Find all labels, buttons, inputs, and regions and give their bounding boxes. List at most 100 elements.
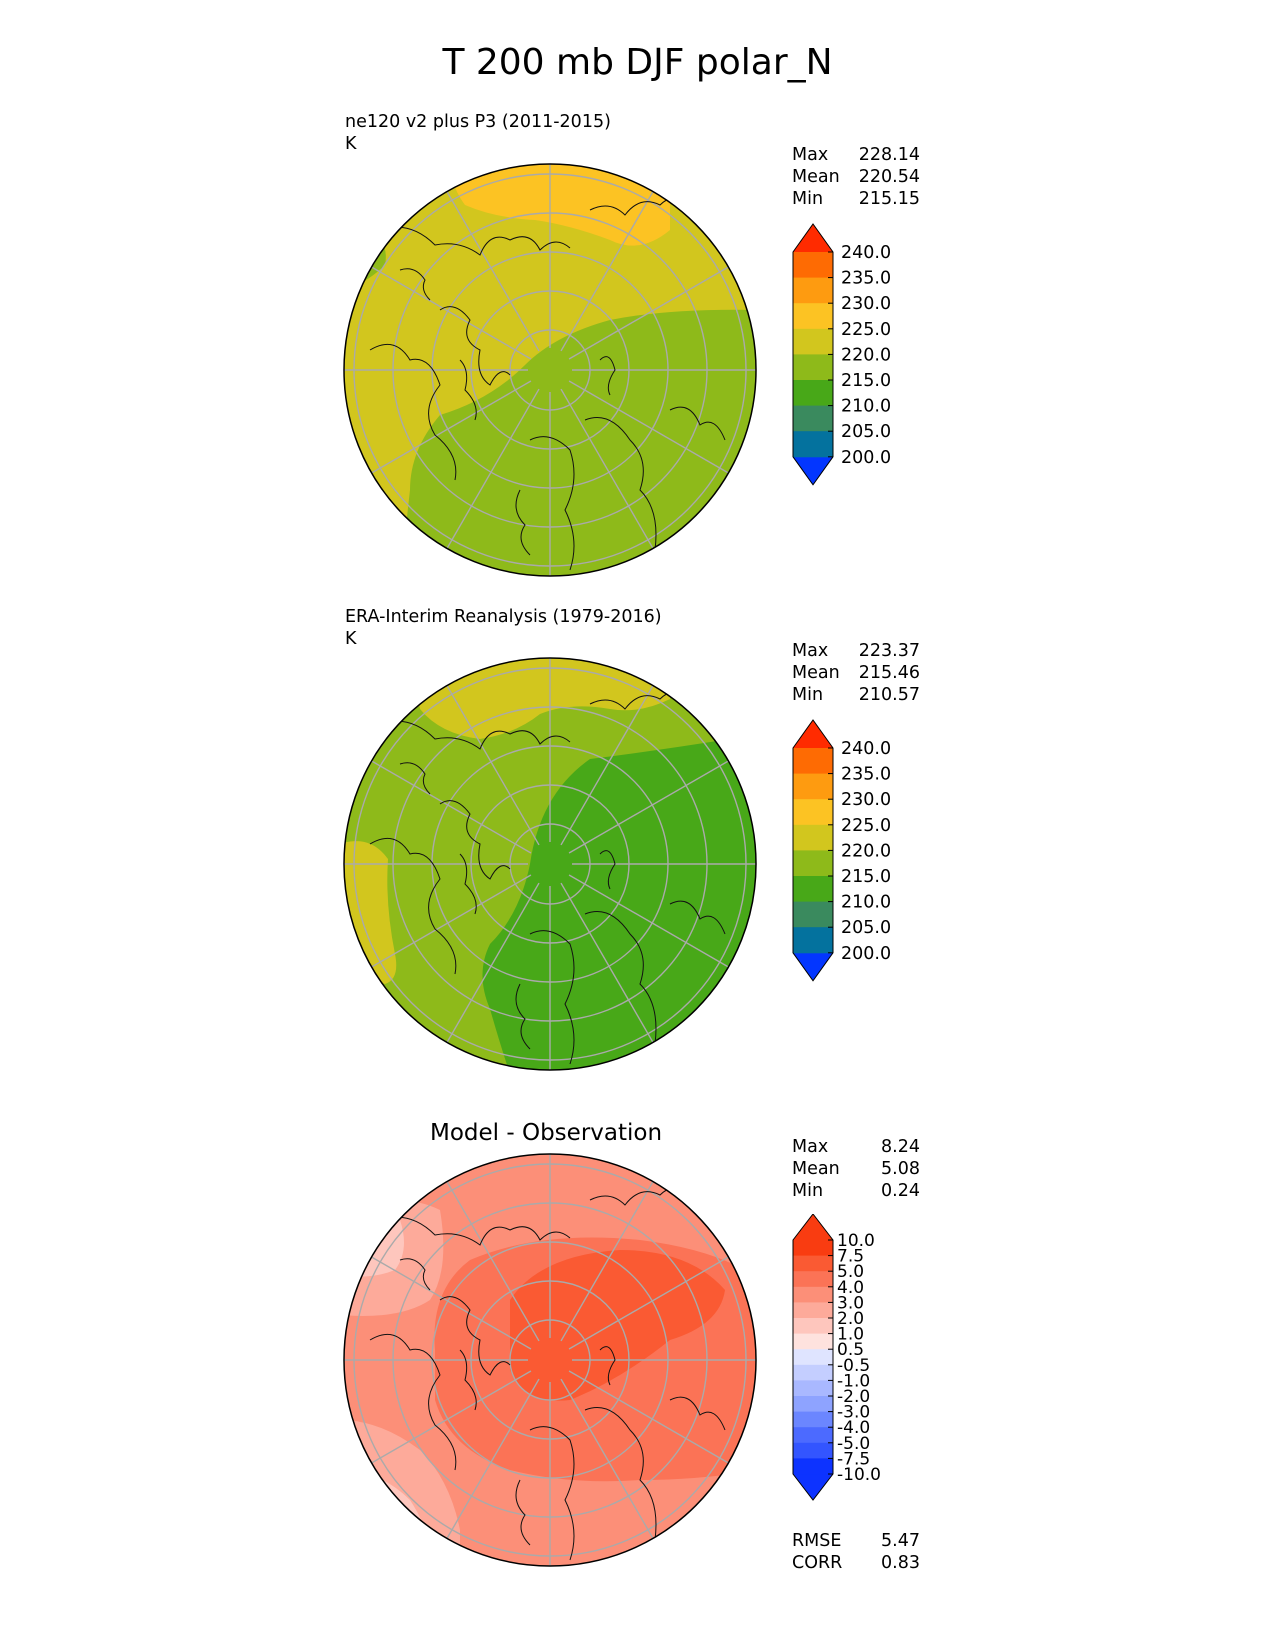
coastline — [459, 853, 477, 915]
panel3-min-label: Min — [792, 1181, 824, 1201]
colorbar-tick-label: 220.0 — [841, 841, 891, 861]
meridian-line — [441, 388, 540, 557]
meridian-line — [568, 261, 737, 360]
coastline — [399, 762, 431, 795]
colorbar-segment — [793, 1271, 833, 1288]
meridian-line — [568, 380, 737, 479]
coastline — [669, 1396, 726, 1431]
colorbar-segment — [793, 1302, 833, 1319]
figure-title: T 200 mb DJF polar_N — [442, 42, 833, 83]
coastline — [584, 1407, 657, 1541]
coastline — [439, 306, 511, 386]
panel2-region-210-215 — [482, 734, 756, 1070]
meridian-line — [441, 882, 540, 1051]
coastline — [369, 343, 457, 481]
colorbar-segment — [793, 1442, 833, 1459]
coastline — [379, 1216, 571, 1246]
colorbar-tick-label: 10.0 — [837, 1231, 875, 1251]
coastline — [669, 900, 726, 935]
colorbar-tick-label: -7.5 — [837, 1449, 870, 1469]
panel2-max-label: Max — [792, 641, 829, 661]
panel3-mean-label: Mean — [792, 1159, 840, 1179]
colorbar-segment — [793, 876, 833, 903]
coastline — [439, 800, 511, 880]
colorbar-tick-label: 5.0 — [837, 1262, 864, 1282]
panel1-min-value: 215.15 — [858, 189, 920, 209]
colorbar-tick-label: 230.0 — [841, 790, 891, 810]
colorbar-extend-high — [793, 720, 833, 748]
colorbar-segment — [793, 328, 833, 355]
colorbar-segment — [793, 303, 833, 330]
colorbar-tick-label: 240.0 — [841, 739, 891, 759]
panel1-map — [343, 163, 757, 577]
coastline — [369, 1333, 457, 1471]
panel1-mean-value: 220.54 — [858, 167, 920, 187]
panel3-min-value: 0.24 — [881, 1181, 920, 1201]
panel1-title: ne120 v2 plus P3 (2011-2015) — [345, 112, 611, 132]
panel1-region-225-230 — [450, 164, 670, 246]
colorbar-segment — [793, 799, 833, 826]
colorbar-tick-label: -0.5 — [837, 1356, 870, 1376]
colorbar-segment — [793, 773, 833, 800]
panel2-coastlines — [369, 692, 726, 1065]
colorbar-segment — [793, 405, 833, 432]
colorbar-segment — [793, 1411, 833, 1428]
panel1-min-label: Min — [792, 189, 824, 209]
meridian-line — [568, 874, 737, 973]
colorbar-segment — [793, 277, 833, 304]
panel1-coastlines — [369, 198, 726, 571]
meridian-line — [363, 380, 532, 479]
colorbar-tick-label: 7.5 — [837, 1247, 864, 1267]
colorbar-segment — [793, 1349, 833, 1366]
coastline — [369, 837, 457, 975]
coastline — [515, 489, 531, 556]
meridian-line — [560, 183, 659, 352]
colorbar-tick-label: -10.0 — [837, 1465, 881, 1485]
colorbar-extend-high — [793, 224, 833, 252]
colorbar-tick-label: 240.0 — [841, 243, 891, 263]
panel3-map-border — [343, 1153, 757, 1567]
coastline — [515, 983, 531, 1050]
panel3-rmse-value: 5.47 — [881, 1531, 920, 1551]
colorbar-tick-label: 210.0 — [841, 397, 891, 417]
colorbar-tick-label: 230.0 — [841, 294, 891, 314]
panel2-mean-value: 215.46 — [858, 663, 920, 683]
panel2-min-value: 210.57 — [858, 685, 920, 705]
panel2-region-220-225 — [414, 658, 670, 739]
panel2-graticule — [344, 658, 756, 1070]
colorbar-extend-low — [793, 1474, 833, 1500]
panel1-region-215-220 — [400, 309, 756, 576]
panel1-units: K — [345, 134, 357, 154]
colorbar-segment — [793, 927, 833, 954]
colorbar-tick-label: 2.0 — [837, 1309, 864, 1329]
panel3-map — [343, 1153, 757, 1567]
colorbar-extend-low — [793, 456, 833, 485]
meridian-line — [568, 755, 737, 854]
coastline — [529, 1426, 575, 1561]
panel1-max-value: 228.14 — [858, 145, 920, 165]
meridian-line — [363, 755, 532, 854]
colorbar-tick-label: 4.0 — [837, 1278, 864, 1298]
meridian-line — [560, 677, 659, 846]
colorbar-tick-label: 215.0 — [841, 867, 891, 887]
panel3-colorbar: 10.07.55.04.03.02.01.00.5-0.5-1.0-2.0-3.… — [792, 1214, 881, 1501]
colorbar-extend-low — [793, 952, 833, 981]
panel1-graticule — [344, 164, 756, 576]
colorbar-segment — [793, 1255, 833, 1272]
colorbar-segment — [793, 1318, 833, 1334]
colorbar-segment — [793, 748, 833, 775]
coastline — [599, 356, 616, 396]
meridian-line — [560, 1173, 659, 1342]
panel3-graticule — [344, 1154, 756, 1566]
colorbar-tick-label: 205.0 — [841, 918, 891, 938]
meridian-line — [560, 1378, 659, 1547]
colorbar-segment — [793, 1427, 833, 1444]
coastline — [599, 850, 616, 890]
coastline — [399, 268, 431, 301]
panel2-map — [343, 657, 757, 1071]
colorbar-tick-label: 210.0 — [841, 893, 891, 913]
meridian-line — [560, 882, 659, 1051]
colorbar-segment — [793, 252, 833, 279]
coastline — [529, 930, 575, 1065]
panel2-min-label: Min — [792, 685, 824, 705]
